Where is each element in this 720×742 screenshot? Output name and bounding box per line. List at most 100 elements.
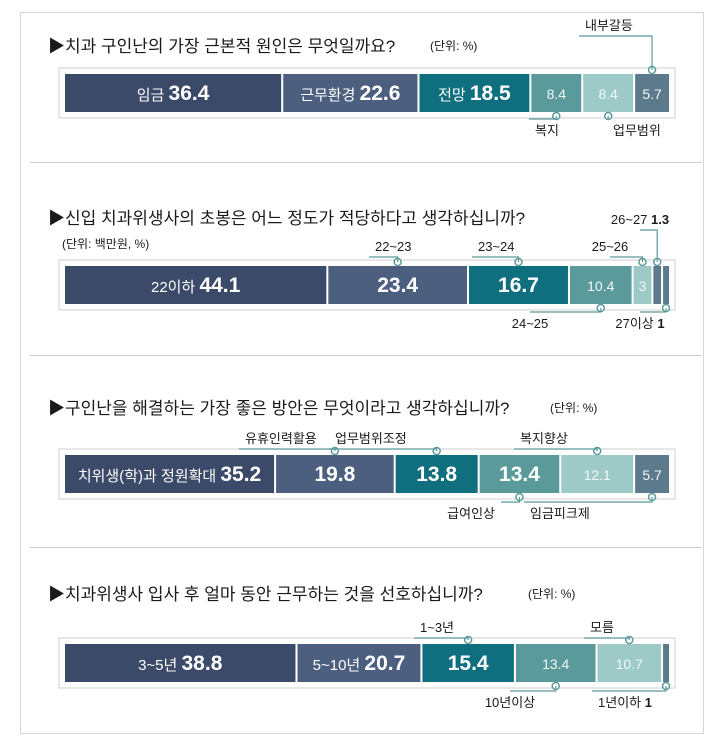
leader-line — [524, 497, 653, 503]
segment-label: 근무환경 — [300, 87, 359, 104]
bar-segment — [65, 266, 327, 304]
bar-segment — [531, 74, 582, 112]
callout-label: 22~23 — [375, 239, 412, 254]
bar-segment — [663, 266, 669, 304]
data-label: 8.4 — [547, 86, 567, 102]
chart-1: ▶치과 구인난의 가장 근본적 원인은 무엇일까요? (단위: %) 임금 36.4… — [48, 18, 676, 138]
section-divider — [30, 162, 702, 163]
unit-label: (단위: %) — [528, 587, 575, 601]
segment-text: 치위생(학)과 정원확대 35.2 — [78, 463, 261, 486]
bar-segment — [328, 266, 467, 304]
data-label: 44.1 — [199, 274, 240, 297]
bar-segment — [561, 455, 634, 493]
segment-label: 22이하 — [151, 279, 199, 296]
chart-2: ▶신입 치과위생사의 초봉은 어느 정도가 적당하다고 생각하십니까? (단위: … — [48, 209, 676, 331]
callout-label: 10년이상 — [485, 695, 535, 710]
bar-segment — [283, 74, 418, 112]
callout-label: 27이상 1 — [615, 316, 664, 331]
leader-line — [369, 256, 399, 262]
data-label: 12.1 — [584, 467, 611, 483]
bar-segment — [422, 644, 514, 682]
segment-text: 3~5년 38.8 — [138, 652, 223, 675]
segment-text: 5~10년 20.7 — [313, 652, 406, 675]
bar-segment — [479, 455, 560, 493]
bar-segment — [65, 644, 296, 682]
data-label: 18.5 — [470, 82, 511, 105]
bar-segment — [653, 266, 662, 304]
callout-label: 업무범위 — [613, 123, 661, 138]
callout-label: 업무범위조정 — [335, 431, 407, 446]
data-label: 1 — [641, 695, 652, 710]
leader-line — [584, 637, 630, 640]
chart-title: ▶치과 구인난의 가장 근본적 원인은 무엇일까요? — [48, 37, 395, 56]
leader-line — [239, 448, 336, 451]
unit-label: (단위: %) — [430, 39, 477, 53]
data-label: 13.4 — [542, 656, 569, 672]
segment-label: 치위생(학)과 정원확대 — [78, 468, 221, 485]
data-label: 13.4 — [499, 463, 540, 486]
leader-line — [607, 116, 609, 120]
leader-line — [510, 686, 557, 692]
data-label: 10.7 — [616, 656, 643, 672]
bar-segment — [633, 266, 652, 304]
segment-text: 임금 36.4 — [137, 82, 210, 105]
leader-line — [329, 448, 438, 451]
data-label: 23.4 — [377, 274, 418, 297]
callout-label: 1년이하 1 — [598, 695, 652, 710]
chart-title: ▶구인난을 해결하는 가장 좋은 방안은 무엇이라고 생각하십니까? — [48, 399, 509, 418]
bar-segment — [569, 266, 632, 304]
segment-label: 3~5년 — [138, 657, 181, 674]
chart-4: ▶치과위생사 입사 후 얼마 동안 근무하는 것을 선호하십니까? (단위: %)… — [48, 585, 676, 710]
leader-line — [472, 256, 520, 262]
bar-segment — [597, 644, 662, 682]
data-label: 13.8 — [416, 463, 457, 486]
callout-label: 25~26 — [592, 239, 629, 254]
bar-segment — [297, 644, 421, 682]
unit-label: (단위: %) — [550, 401, 597, 415]
data-label: 35.2 — [220, 463, 261, 486]
data-label: 19.8 — [314, 463, 355, 486]
bar-segment — [635, 74, 669, 112]
bar-frame — [58, 259, 676, 311]
data-label: 20.7 — [364, 652, 405, 675]
bar-segment — [635, 455, 669, 493]
segment-text: 근무환경 22.6 — [300, 82, 400, 105]
data-label: 3 — [639, 278, 647, 294]
segment-label: 5~10년 — [313, 657, 365, 674]
leader-line — [530, 308, 602, 313]
leader-line — [610, 256, 644, 262]
chart-3: ▶구인난을 해결하는 가장 좋은 방안은 무엇이라고 생각하십니까? (단위: %… — [48, 399, 676, 521]
data-label: 1 — [654, 316, 665, 331]
section-divider — [30, 547, 702, 548]
data-label: 10.4 — [587, 278, 614, 294]
bar-segment — [515, 644, 596, 682]
data-label: 38.8 — [182, 652, 223, 675]
bar-frame — [58, 67, 676, 119]
segment-text: 전망 18.5 — [438, 82, 511, 105]
data-label: 36.4 — [169, 82, 210, 105]
callout-label: 23~24 — [478, 239, 515, 254]
callout-label: 복지향상 — [520, 431, 568, 446]
segment-text: 22이하 44.1 — [151, 274, 241, 297]
data-label: 1.3 — [647, 212, 669, 227]
leader-line — [414, 637, 469, 640]
callout-label: 1~3년 — [420, 620, 454, 635]
data-label: 22.6 — [360, 82, 401, 105]
leader-line — [529, 116, 557, 120]
leader-line — [579, 35, 653, 70]
leader-line — [501, 497, 521, 503]
bar-segment — [65, 455, 275, 493]
infographic-frame — [20, 12, 704, 734]
leader-line — [640, 308, 667, 313]
data-label: 16.7 — [498, 274, 539, 297]
segment-label: 전망 — [438, 87, 470, 104]
section-divider — [30, 355, 702, 356]
leader-line — [592, 686, 667, 692]
bar-frame — [58, 637, 676, 689]
bar-segment — [65, 74, 282, 112]
callout-label: 모름 — [590, 620, 614, 635]
data-label: 15.4 — [448, 652, 489, 675]
callout-label: 급여인상 — [447, 506, 495, 521]
bar-segment — [276, 455, 394, 493]
